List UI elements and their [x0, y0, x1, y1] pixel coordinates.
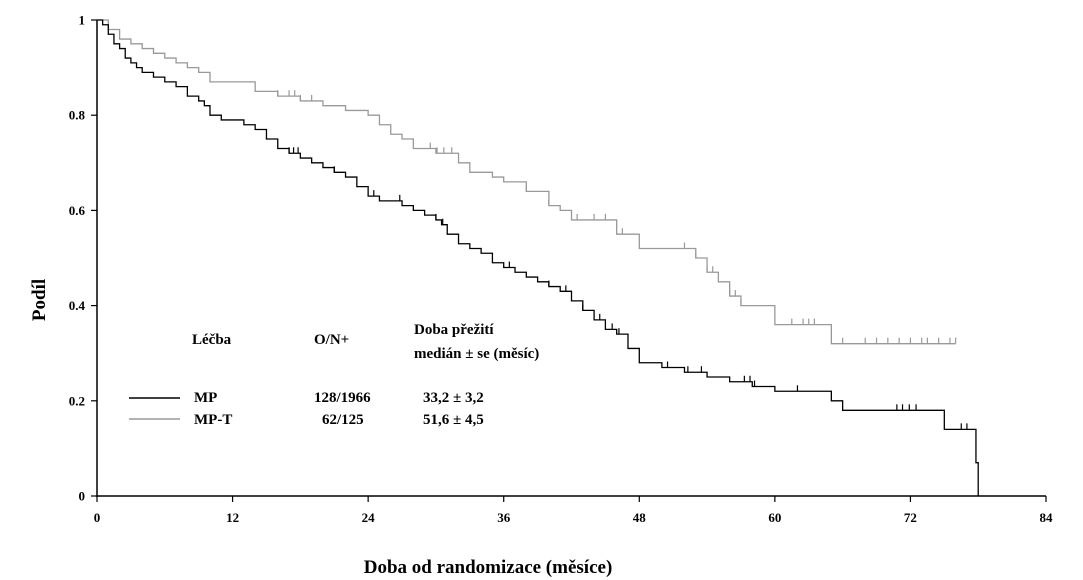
x-tick-label: 12: [226, 510, 239, 525]
x-tick-label: 48: [633, 510, 647, 525]
x-tick-label: 0: [94, 510, 101, 525]
y-tick-label: 1: [79, 13, 86, 28]
legend-row-mp-median: 33,2 ± 3,2: [423, 390, 484, 406]
legend-row-mpt-median: 51,6 ± 4,5: [423, 412, 484, 428]
x-tick-label: 24: [362, 510, 376, 525]
y-tick-label: 0: [79, 489, 86, 504]
axes: [96, 20, 1046, 497]
legend-header-count: O/N+: [314, 332, 349, 348]
y-tick-label: 0.8: [69, 108, 86, 123]
legend-row-mpt-name: MP-T: [194, 412, 232, 428]
series-layer: [97, 19, 979, 496]
y-tick-label: 0.4: [69, 298, 86, 313]
legend-row-mpt-count: 62/125: [322, 412, 364, 428]
x-tick-label: 36: [497, 510, 511, 525]
x-ticks: 0 12 24 36 48 60 72 84: [94, 496, 1053, 525]
legend-header-median: medián ± se (měsíc): [414, 346, 539, 362]
y-tick-label: 0.6: [69, 203, 86, 218]
y-ticks: 0 0.2 0.4 0.6 0.8 1: [69, 13, 97, 504]
x-tick-label: 60: [768, 510, 781, 525]
x-tick-label: 72: [904, 510, 917, 525]
legend-row-mp-count: 128/1966: [314, 390, 371, 406]
y-tick-label: 0.2: [69, 393, 85, 408]
series-line-mp-t: [97, 19, 956, 345]
legend: Léčba O/N+ Doba přežití medián ± se (měs…: [129, 322, 539, 428]
y-axis-title: Podíl: [29, 279, 50, 321]
legend-header-treatment: Léčba: [192, 332, 232, 348]
x-axis-title: Doba od randomizace (měsíce): [364, 557, 613, 578]
legend-header-survival: Doba přežití: [414, 322, 494, 338]
legend-row-mp-name: MP: [194, 390, 217, 406]
x-tick-label: 84: [1040, 510, 1054, 525]
